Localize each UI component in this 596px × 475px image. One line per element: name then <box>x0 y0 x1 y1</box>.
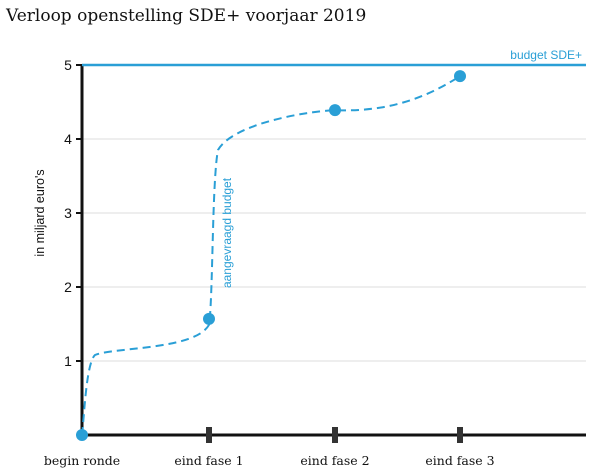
x-tick-mark-2 <box>332 427 338 443</box>
x-tick-label-1: eind fase 1 <box>174 453 243 468</box>
series-points <box>76 70 466 441</box>
y-axis-title: in miljard euro's <box>33 169 47 256</box>
chart-title: Verloop openstelling SDE+ voorjaar 2019 <box>6 6 367 26</box>
y-axis-ticks: 1 2 3 4 5 <box>64 57 82 369</box>
data-point-1 <box>203 312 215 325</box>
x-tick-label-3: eind fase 3 <box>425 453 494 468</box>
x-tick-mark-3 <box>457 427 463 443</box>
y-tick-label-4: 4 <box>64 131 72 147</box>
grid-lines <box>82 138 586 362</box>
data-point-0 <box>76 429 88 441</box>
x-tick-label-2: eind fase 2 <box>300 453 369 468</box>
y-tick-label-2: 2 <box>64 279 72 295</box>
data-point-2 <box>329 104 341 117</box>
x-tick-label-0: begin ronde <box>44 453 120 468</box>
y-tick-label-3: 3 <box>64 205 72 221</box>
x-tick-mark-1 <box>206 427 212 443</box>
series-line-aangevraagd-budget <box>81 75 461 436</box>
series-label: aangevraagd budget <box>220 177 234 288</box>
x-axis-ticks: begin ronde eind fase 1 eind fase 2 eind fa… <box>44 427 495 468</box>
y-tick-label-1: 1 <box>64 353 72 369</box>
data-point-3 <box>454 70 466 83</box>
budget-reference-label: budget SDE+ <box>510 48 582 62</box>
y-tick-label-5: 5 <box>64 57 72 73</box>
